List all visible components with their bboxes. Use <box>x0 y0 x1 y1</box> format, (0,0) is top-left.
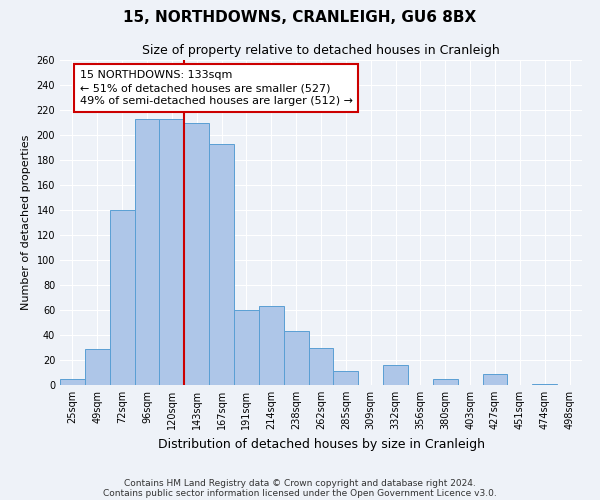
Bar <box>110 210 134 385</box>
Bar <box>234 310 259 385</box>
X-axis label: Distribution of detached houses by size in Cranleigh: Distribution of detached houses by size … <box>157 438 485 450</box>
Text: 15, NORTHDOWNS, CRANLEIGH, GU6 8BX: 15, NORTHDOWNS, CRANLEIGH, GU6 8BX <box>124 10 476 25</box>
Bar <box>60 379 85 385</box>
Text: Contains HM Land Registry data © Crown copyright and database right 2024.: Contains HM Land Registry data © Crown c… <box>124 478 476 488</box>
Bar <box>383 365 408 385</box>
Bar <box>259 306 284 385</box>
Bar <box>482 374 508 385</box>
Bar <box>433 379 458 385</box>
Bar <box>160 118 184 385</box>
Bar <box>209 144 234 385</box>
Bar <box>184 122 209 385</box>
Bar <box>308 348 334 385</box>
Y-axis label: Number of detached properties: Number of detached properties <box>21 135 31 310</box>
Bar <box>532 384 557 385</box>
Text: 15 NORTHDOWNS: 133sqm
← 51% of detached houses are smaller (527)
49% of semi-det: 15 NORTHDOWNS: 133sqm ← 51% of detached … <box>80 70 353 106</box>
Bar <box>284 331 308 385</box>
Bar <box>85 349 110 385</box>
Title: Size of property relative to detached houses in Cranleigh: Size of property relative to detached ho… <box>142 44 500 58</box>
Text: Contains public sector information licensed under the Open Government Licence v3: Contains public sector information licen… <box>103 488 497 498</box>
Bar <box>334 371 358 385</box>
Bar <box>134 118 160 385</box>
